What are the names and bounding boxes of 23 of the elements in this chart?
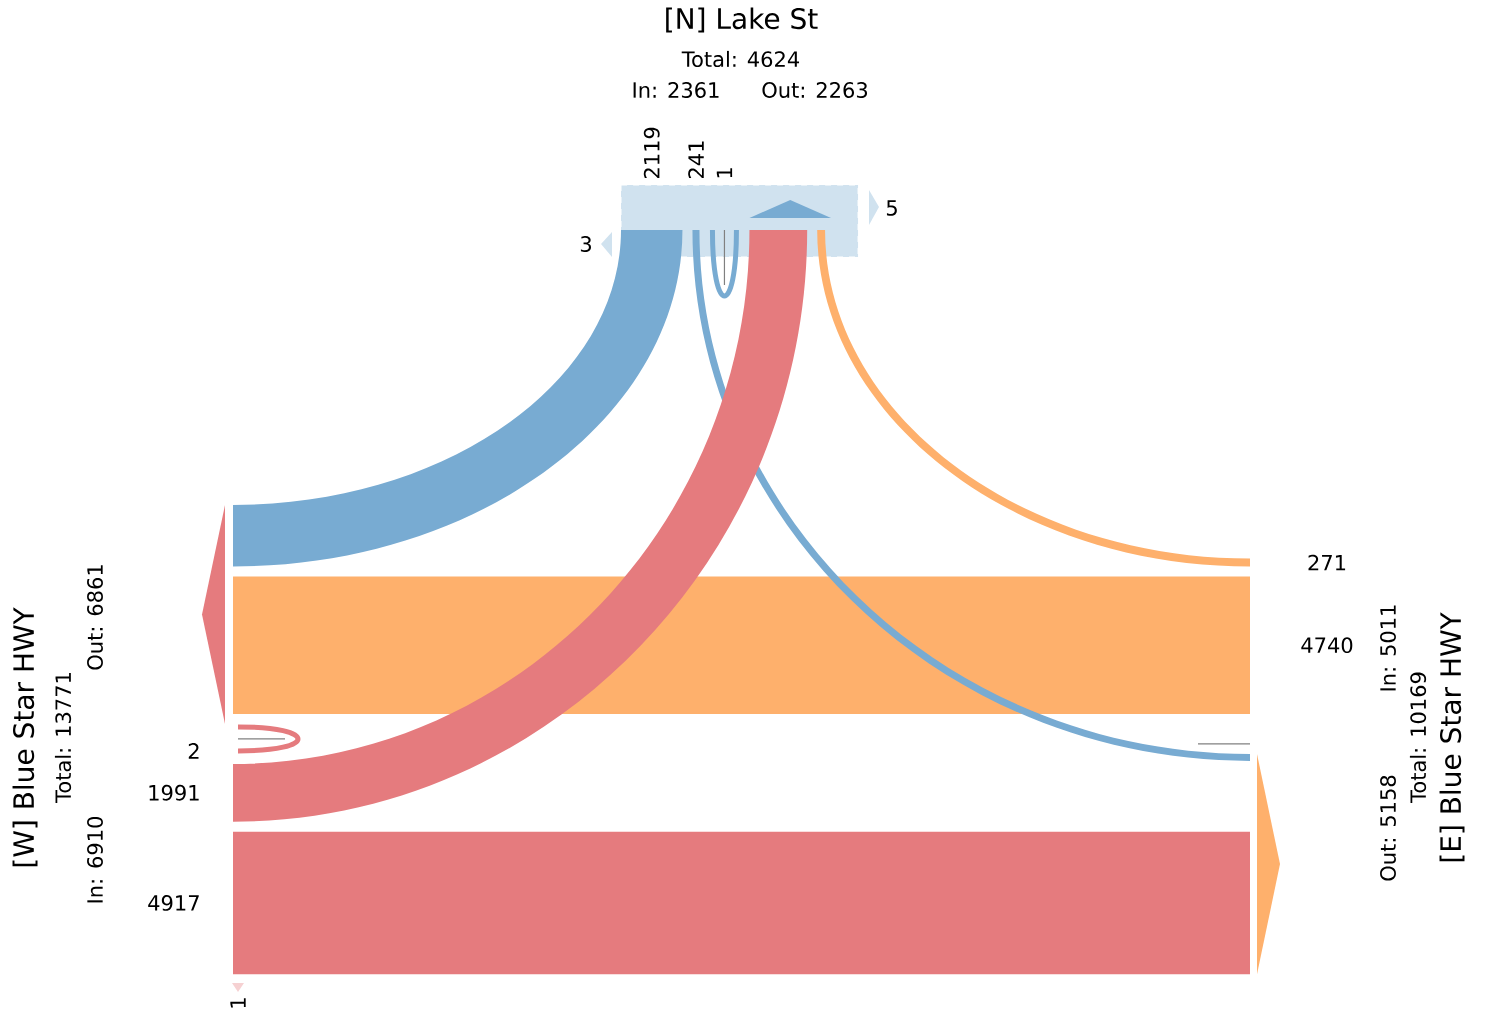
text: Total: 4624 [681,50,800,68]
text: Out: 2263 [762,82,868,98]
data-label: 271 [1308,554,1346,571]
data-label: 241 [688,141,704,179]
data-label: 1991 [149,784,199,801]
data-label: 4917 [148,895,199,911]
text: Out: 5158 [1380,775,1396,881]
data-label: 2 [188,743,199,759]
text: Total: 10169 [1409,672,1427,803]
text: 1 [230,998,246,1008]
text: Total: 13771 [54,673,72,803]
category-label: [E] Blue Star HWY [1439,612,1465,862]
text: In: 6910 [87,816,103,903]
text: In: 5011 [1380,605,1396,691]
text: 5 [886,200,897,216]
text: Out: 6861 [87,565,103,670]
category-label: [W] Blue Star HWY [12,607,38,867]
data-label: 2119 [643,127,660,179]
category-label: [N] Lake St [666,7,818,33]
text: 3 [580,236,591,252]
text: In: 2361 [633,82,719,98]
data-label: 1 [716,168,733,178]
data-label: 4740 [1301,637,1353,654]
